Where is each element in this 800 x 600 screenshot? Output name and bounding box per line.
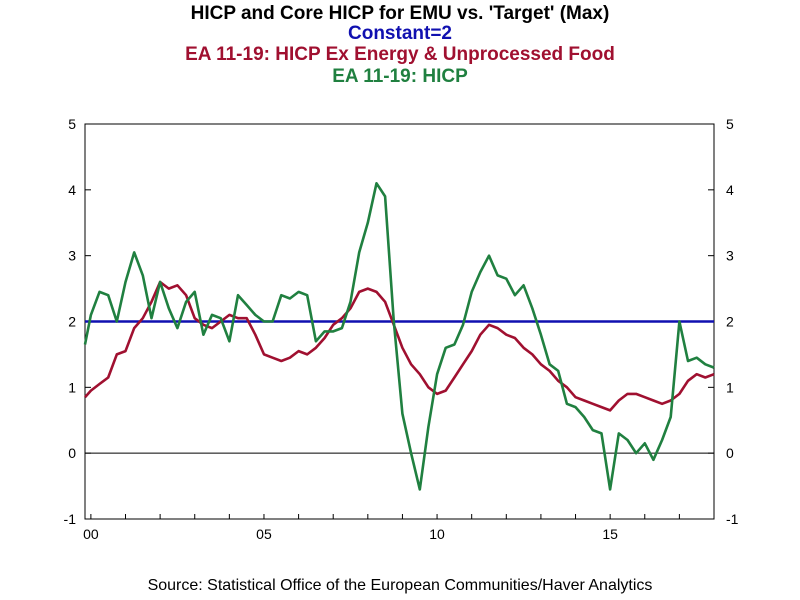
y-tick-label-left: 5 [68, 116, 76, 132]
y-tick-label-left: 3 [68, 248, 76, 264]
y-tick-label-left: -1 [64, 511, 77, 527]
y-tick-label-left: 1 [68, 379, 76, 395]
y-tick-label-right: -1 [726, 511, 739, 527]
x-tick-label: 05 [256, 526, 272, 542]
legend-title-hicp: EA 11-19: HICP [332, 66, 468, 87]
x-tick-label: 00 [83, 526, 99, 542]
y-tick-label-right: 0 [726, 445, 734, 461]
source-note: Source: Statistical Office of the Europe… [147, 577, 653, 594]
legend-title-core-hicp: EA 11-19: HICP Ex Energy & Unprocessed F… [185, 44, 615, 65]
x-tick-label: 10 [429, 526, 445, 542]
y-tick-label-left: 0 [68, 445, 76, 461]
y-tick-label-right: 5 [726, 116, 734, 132]
series-line-2 [83, 182, 715, 491]
chart-title: HICP and Core HICP for EMU vs. 'Target' … [190, 3, 610, 24]
y-tick-label-right: 2 [726, 314, 734, 330]
y-tick-label-right: 3 [726, 248, 734, 264]
y-tick-label-right: 1 [726, 379, 734, 395]
y-tick-label-right: 4 [726, 182, 734, 198]
y-tick-label-left: 4 [68, 182, 76, 198]
legend-title-constant: Constant=2 [348, 23, 452, 44]
x-tick-label: 15 [602, 526, 618, 542]
y-tick-label-left: 2 [68, 314, 76, 330]
